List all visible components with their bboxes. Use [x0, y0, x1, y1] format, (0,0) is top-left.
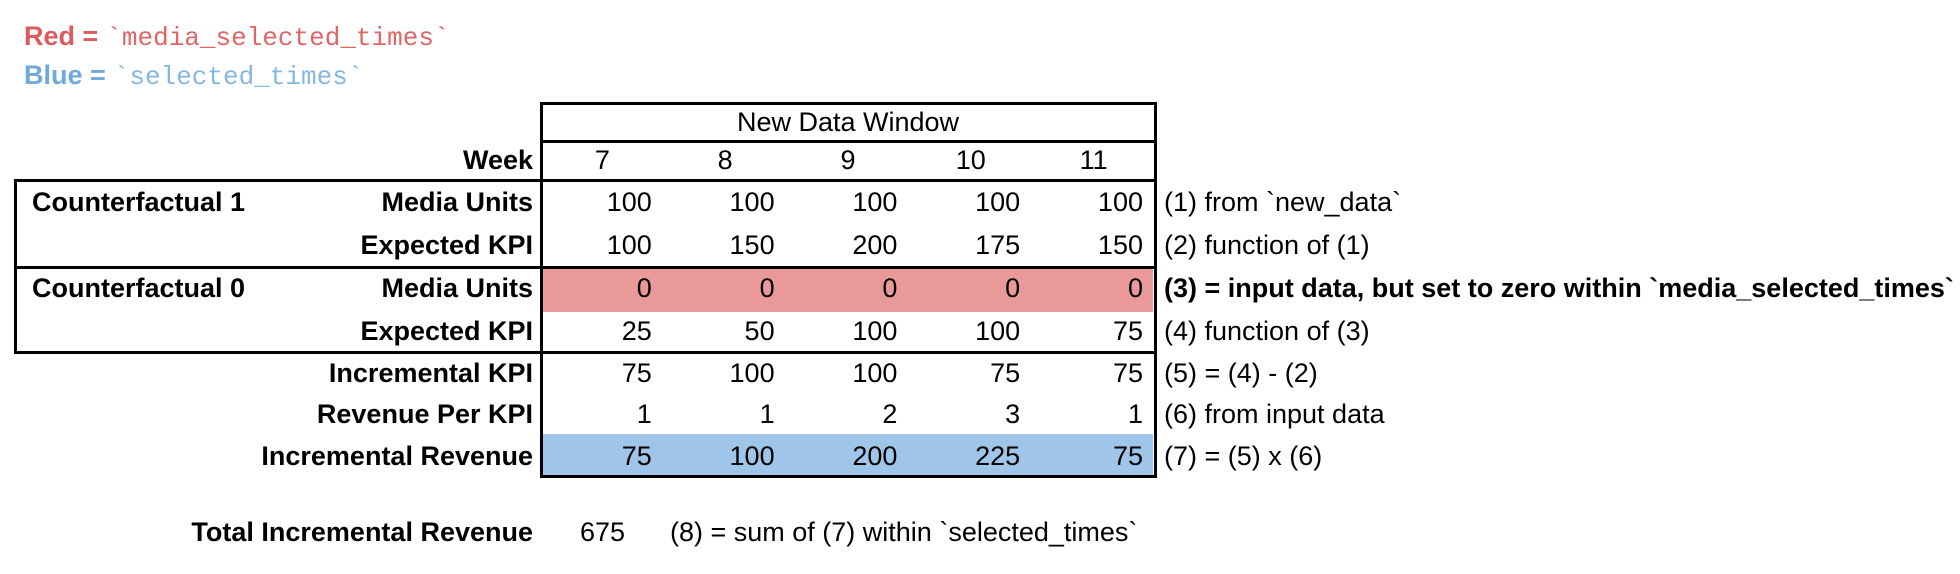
- table-border: [15, 266, 1157, 269]
- table-cell: 0: [759, 273, 775, 303]
- table-border: [1154, 102, 1157, 478]
- legend-blue-code: `selected_times`: [113, 62, 364, 92]
- table-border: [15, 351, 1157, 354]
- group-label-counterfactual-1: Counterfactual 1: [32, 187, 246, 217]
- total-incremental-revenue-label: Total Incremental Revenue: [191, 517, 533, 547]
- week-header-cell: 7: [594, 145, 610, 175]
- row-label-incremental-revenue: Incremental Revenue: [261, 441, 533, 471]
- annotation-2: (2) function of (1): [1164, 230, 1370, 260]
- legend-red-label: Red =: [24, 21, 99, 51]
- table-cell: 1: [759, 399, 775, 429]
- table-row-revenue-per-kpi: 1 1 2 3 1: [541, 394, 1155, 435]
- table-cell: 100: [606, 187, 652, 217]
- week-header-cell: 9: [840, 145, 856, 175]
- row-label-media-units-cf1: Media Units: [381, 187, 533, 217]
- blue-highlight-row-fill: [543, 434, 1153, 475]
- table-border: [541, 140, 1157, 143]
- table-cell: 0: [1005, 273, 1021, 303]
- table-cell: 150: [729, 230, 775, 260]
- table-row-expected-kpi-cf0: 25 50 100 100 75: [541, 310, 1155, 352]
- week-header-row: 7 8 9 10 11: [541, 141, 1155, 180]
- table-row-media-units-cf0: 0 0 0 0 0: [541, 267, 1155, 310]
- annotation-5: (5) = (4) - (2): [1164, 358, 1318, 388]
- week-header-cell: 10: [955, 145, 986, 175]
- legend-red-code: `media_selected_times`: [106, 23, 450, 53]
- row-label-revenue-per-kpi: Revenue Per KPI: [316, 399, 533, 429]
- annotation-7: (7) = (5) x (6): [1164, 441, 1323, 471]
- table-cell: 75: [1112, 358, 1143, 388]
- table-cell: 75: [1112, 441, 1143, 471]
- table-cell: 100: [1097, 187, 1143, 217]
- annotation-6: (6) from input data: [1164, 399, 1385, 429]
- row-label-expected-kpi-cf0: Expected KPI: [360, 316, 533, 346]
- table-cell: 0: [882, 273, 898, 303]
- table-cell: 75: [621, 441, 652, 471]
- table-cell: 75: [990, 358, 1021, 388]
- table-cell: 50: [744, 316, 775, 346]
- table-cell: 0: [1127, 273, 1143, 303]
- table-cell: 100: [852, 187, 898, 217]
- table-row-expected-kpi-cf1: 100 150 200 175 150: [541, 224, 1155, 267]
- table-cell: 100: [852, 358, 898, 388]
- table-cell: 100: [606, 230, 652, 260]
- row-label-media-units-cf0: Media Units: [381, 273, 533, 303]
- week-header-cell: 11: [1079, 145, 1108, 175]
- annotation-8: (8) = sum of (7) within `selected_times`: [670, 517, 1138, 547]
- legend-blue-label: Blue =: [24, 60, 106, 90]
- legend-blue-line: Blue = `selected_times`: [24, 57, 363, 93]
- table-cell: 75: [621, 358, 652, 388]
- table-title: New Data Window: [736, 107, 960, 137]
- table-cell: 150: [1097, 230, 1143, 260]
- row-label-incremental-kpi: Incremental KPI: [328, 358, 533, 388]
- table-border: [15, 179, 1157, 182]
- table-cell: 1: [636, 399, 652, 429]
- total-incremental-revenue-value: 675: [579, 517, 626, 547]
- table-border: [540, 102, 543, 478]
- table-cell: 2: [882, 399, 898, 429]
- table-border: [14, 179, 17, 354]
- table-cell: 100: [729, 441, 775, 471]
- row-label-expected-kpi-cf1: Expected KPI: [360, 230, 533, 260]
- group-label-counterfactual-0: Counterfactual 0: [32, 273, 246, 303]
- table-cell: 100: [729, 187, 775, 217]
- week-row-label: Week: [462, 145, 533, 175]
- table-cell: 175: [975, 230, 1021, 260]
- table-cell: 100: [975, 316, 1021, 346]
- red-highlight-row-fill: [543, 269, 1153, 312]
- table-cell: 225: [975, 441, 1021, 471]
- annotation-4: (4) function of (3): [1164, 316, 1370, 346]
- table-cell: 3: [1005, 399, 1021, 429]
- annotation-1: (1) from `new_data`: [1164, 187, 1402, 217]
- week-header-cell: 8: [717, 145, 733, 175]
- table-cell: 25: [621, 316, 652, 346]
- table-cell: 100: [729, 358, 775, 388]
- table-row-media-units-cf1: 100 100 100 100 100: [541, 180, 1155, 224]
- table-cell: 200: [852, 230, 898, 260]
- table-cell: 200: [852, 441, 898, 471]
- table-cell: 100: [975, 187, 1021, 217]
- table-cell: 0: [636, 273, 652, 303]
- table-border: [541, 102, 1157, 105]
- table-row-incremental-kpi: 75 100 100 75 75: [541, 352, 1155, 394]
- table-row-incremental-revenue: 75 100 200 225 75: [541, 435, 1155, 477]
- legend-red-line: Red = `media_selected_times`: [24, 18, 450, 54]
- table-cell: 100: [852, 316, 898, 346]
- table-border: [541, 475, 1157, 478]
- table-cell: 75: [1112, 316, 1143, 346]
- annotation-3: (3) = input data, but set to zero within…: [1164, 273, 1954, 303]
- table-cell: 1: [1127, 399, 1143, 429]
